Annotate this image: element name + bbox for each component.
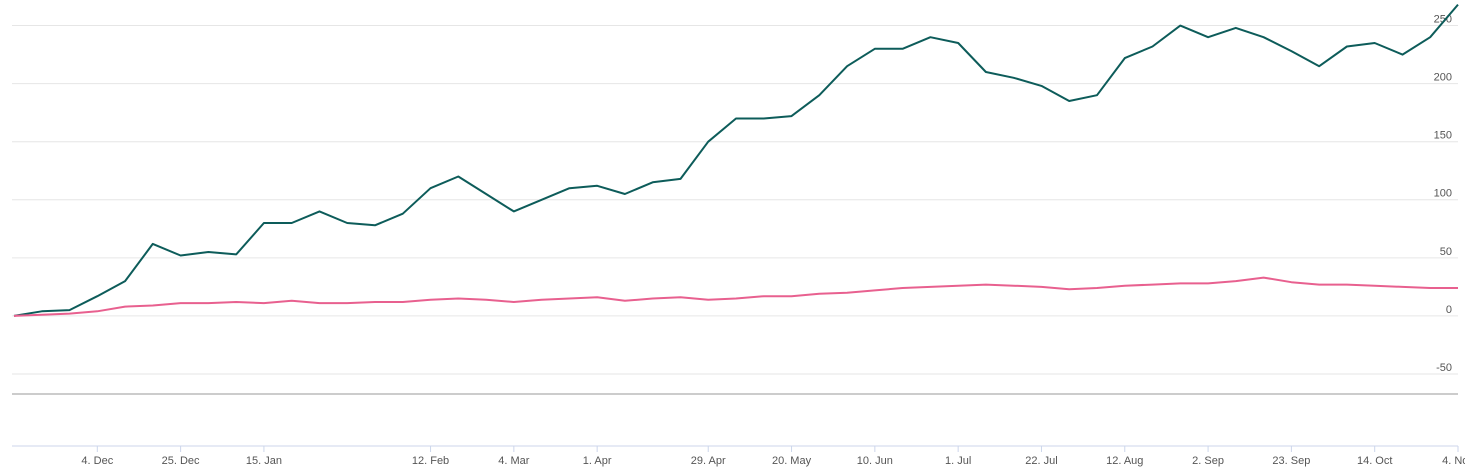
y-tick-label: 150 [1434,130,1452,142]
x-tick-label: 12. Feb [412,455,449,467]
x-tick-label: 14. Oct [1357,455,1392,467]
y-tick-label: 200 [1434,72,1452,84]
y-tick-label: 100 [1434,188,1452,200]
y-tick-label: 50 [1440,246,1452,258]
x-tick-label: 4. Nov [1442,455,1465,467]
x-tick-label: 22. Jul [1025,455,1057,467]
x-tick-label: 15. Jan [246,455,282,467]
x-tick-label: 1. Apr [583,455,612,467]
y-tick-label: -50 [1436,362,1452,374]
x-tick-label: 10. Jun [857,455,893,467]
x-tick-label: 12. Aug [1106,455,1143,467]
series-line [13,276,1458,317]
x-tick-label: 29. Apr [691,455,726,467]
x-tick-label: 25. Dec [162,455,200,467]
x-tick-label: 23. Sep [1272,455,1310,467]
x-tick-label: 20. May [772,455,812,467]
x-tick-label: 2. Sep [1192,455,1224,467]
x-tick-label: 4. Dec [81,455,113,467]
x-tick-label: 4. Mar [498,455,530,467]
x-tick-label: 1. Jul [945,455,971,467]
y-tick-label: 0 [1446,304,1452,316]
series-line [13,3,1459,317]
